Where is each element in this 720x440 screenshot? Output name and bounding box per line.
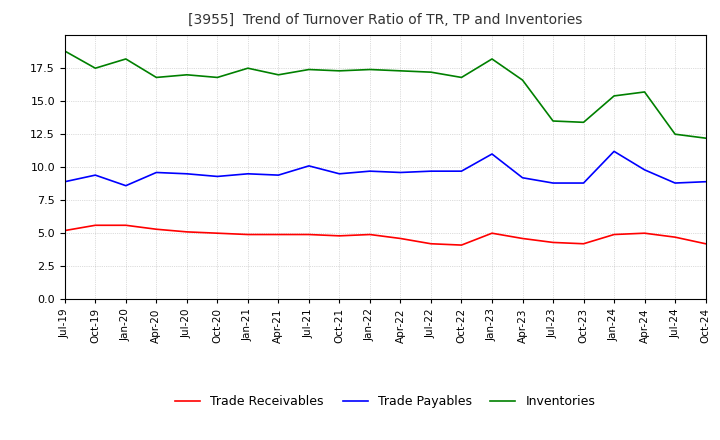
Trade Receivables (366, 232, 374, 237)
Inventories (427, 70, 436, 75)
Trade Payables (91, 172, 99, 178)
Inventories (518, 77, 527, 83)
Line: Trade Payables: Trade Payables (65, 151, 706, 186)
Line: Trade Receivables: Trade Receivables (65, 225, 706, 245)
Trade Payables (243, 171, 252, 176)
Trade Payables (427, 169, 436, 174)
Trade Payables (457, 169, 466, 174)
Trade Receivables (549, 240, 557, 245)
Trade Payables (213, 174, 222, 179)
Inventories (213, 75, 222, 80)
Inventories (91, 66, 99, 71)
Trade Payables (274, 172, 283, 178)
Trade Payables (640, 167, 649, 172)
Title: [3955]  Trend of Turnover Ratio of TR, TP and Inventories: [3955] Trend of Turnover Ratio of TR, TP… (188, 13, 582, 27)
Inventories (183, 72, 192, 77)
Trade Receivables (243, 232, 252, 237)
Inventories (640, 89, 649, 95)
Trade Receivables (518, 236, 527, 241)
Trade Receivables (91, 223, 99, 228)
Trade Payables (305, 163, 313, 169)
Trade Receivables (305, 232, 313, 237)
Inventories (671, 132, 680, 137)
Trade Receivables (457, 242, 466, 248)
Trade Payables (579, 180, 588, 186)
Trade Payables (122, 183, 130, 188)
Trade Receivables (396, 236, 405, 241)
Trade Receivables (640, 231, 649, 236)
Inventories (487, 56, 496, 62)
Inventories (243, 66, 252, 71)
Trade Receivables (274, 232, 283, 237)
Trade Receivables (213, 231, 222, 236)
Line: Inventories: Inventories (65, 51, 706, 138)
Trade Payables (549, 180, 557, 186)
Inventories (366, 67, 374, 72)
Inventories (152, 75, 161, 80)
Trade Receivables (487, 231, 496, 236)
Inventories (396, 68, 405, 73)
Inventories (60, 48, 69, 54)
Inventories (610, 93, 618, 99)
Trade Receivables (701, 241, 710, 246)
Trade Receivables (610, 232, 618, 237)
Inventories (335, 68, 343, 73)
Trade Receivables (60, 228, 69, 233)
Trade Payables (671, 180, 680, 186)
Trade Payables (518, 175, 527, 180)
Trade Receivables (183, 229, 192, 235)
Trade Payables (701, 179, 710, 184)
Legend: Trade Receivables, Trade Payables, Inventories: Trade Receivables, Trade Payables, Inven… (170, 390, 600, 413)
Trade Payables (366, 169, 374, 174)
Inventories (122, 56, 130, 62)
Inventories (305, 67, 313, 72)
Trade Payables (183, 171, 192, 176)
Trade Payables (335, 171, 343, 176)
Trade Receivables (671, 235, 680, 240)
Trade Receivables (579, 241, 588, 246)
Trade Receivables (152, 227, 161, 232)
Trade Receivables (122, 223, 130, 228)
Trade Payables (610, 149, 618, 154)
Inventories (274, 72, 283, 77)
Inventories (457, 75, 466, 80)
Inventories (701, 136, 710, 141)
Trade Payables (487, 151, 496, 157)
Trade Receivables (427, 241, 436, 246)
Trade Payables (60, 179, 69, 184)
Inventories (579, 120, 588, 125)
Inventories (549, 118, 557, 124)
Trade Payables (396, 170, 405, 175)
Trade Payables (152, 170, 161, 175)
Trade Receivables (335, 233, 343, 238)
